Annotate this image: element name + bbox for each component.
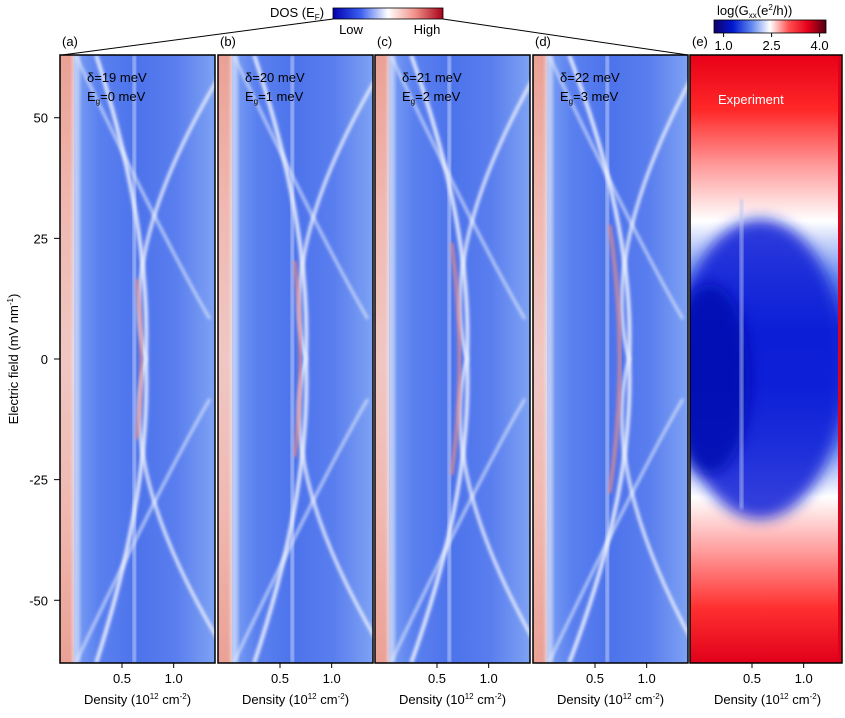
x-axis-label: Density (1012 cm-2) [557, 692, 664, 707]
crossing-highlight [449, 242, 462, 476]
colorbar-tick-label: 1.0 [715, 38, 733, 53]
y-tick-label: -25 [29, 473, 48, 488]
vertical-feature-line [447, 55, 451, 663]
band-edge-line-lower [389, 398, 526, 663]
x-tick-label: 1.0 [480, 671, 498, 686]
x-axis-label: Density (1012 cm-2) [242, 692, 349, 707]
high-dos-stripe [60, 55, 74, 663]
gap-label: Eg=1 meV [245, 89, 304, 106]
gap-label: Eg=3 meV [560, 89, 619, 106]
x-axis-label: Density (1012 cm-2) [399, 692, 506, 707]
x-axis-label: Density (1012 cm-2) [84, 692, 191, 707]
band-edge-line-upper [389, 55, 526, 320]
conductance-colorbar-ticks: 1.0 2.5 4.0 [715, 33, 829, 53]
band-edge-line-upper [232, 55, 369, 320]
y-axis-label: Electric field (mV nm-1) [6, 294, 21, 425]
curved-band-line-right [137, 80, 215, 638]
dos-map-background [218, 55, 373, 663]
experiment-label: Experiment [718, 92, 784, 107]
vertical-feature-line [132, 55, 136, 663]
crossing-highlight [134, 278, 144, 440]
x-axis: 0.5 1.0 Density (1012 cm-2) [84, 663, 191, 707]
y-tick-label: 25 [34, 231, 48, 246]
y-tick-label: -50 [29, 593, 48, 608]
experiment-panel: (e) Experiment [689, 34, 843, 664]
dos-map-background [533, 55, 688, 663]
dos-colorbar: DOS (EF) Low High [270, 5, 444, 37]
band-edge-line-upper [74, 55, 211, 320]
x-tick-label: 1.0 [323, 671, 341, 686]
x-tick-label: 1.0 [795, 671, 813, 686]
dos-map-background [60, 55, 215, 663]
vertical-feature-line [605, 55, 609, 663]
gap-label: Eg=0 meV [87, 89, 146, 106]
colorbar-tick-label: 4.0 [811, 38, 829, 53]
x-axis: 0.5 1.0 Density (1012 cm-2) [242, 663, 349, 707]
panel-tag: (a) [62, 34, 78, 49]
crossing-highlight [607, 224, 622, 494]
panels: (a) δ=19 meV Eg=0 meV (b) δ=20 meV Eg=1 meV (c… [59, 34, 843, 707]
panel-tag: (e) [692, 34, 708, 49]
y-tick-label: 0 [41, 352, 48, 367]
x-tick-label: 0.5 [586, 671, 604, 686]
high-dos-stripe [218, 55, 232, 663]
conductance-colorbar-title: log(Gxx(e2/h)) [717, 3, 792, 20]
x-tick-label: 0.5 [113, 671, 131, 686]
dos-colorbar-gradient [332, 7, 444, 20]
x-axis: 0.5 1.0 Density (1012 cm-2) [399, 663, 506, 707]
panel-tag: (b) [220, 34, 236, 49]
dos-colorbar-high-label: High [414, 22, 441, 37]
band-edge-line-upper [547, 55, 684, 320]
delta-label: δ=19 meV [87, 70, 147, 85]
conductance-colorbar-gradient [713, 19, 827, 34]
simulation-panel-d: (d) δ=22 meV Eg=3 meV [532, 34, 689, 664]
connector-line-right [442, 18, 689, 56]
simulation-panel-a: (a) δ=19 meV Eg=0 meV [59, 34, 216, 664]
x-axis-label: Density (1012 cm-2) [714, 692, 821, 707]
high-dos-stripe [375, 55, 389, 663]
panel-frame [532, 54, 689, 664]
x-tick-label: 1.0 [638, 671, 656, 686]
band-edge-line-lower [547, 398, 684, 663]
panel-frame [689, 54, 843, 664]
y-axis: Electric field (mV nm-1) 50 25 0 -25 -50 [6, 111, 60, 608]
crossing-highlight [292, 260, 303, 458]
band-edge-line-lower [74, 398, 211, 663]
panel-tag: (d) [535, 34, 551, 49]
x-axis: 0.5 1.0 Density (1012 cm-2) [557, 663, 664, 707]
gap-label: Eg=2 meV [402, 89, 461, 106]
panel-tag: (c) [377, 34, 392, 49]
delta-label: δ=21 meV [402, 70, 462, 85]
dos-colorbar-title: DOS (EF) [270, 5, 324, 22]
x-tick-label: 0.5 [743, 671, 761, 686]
curved-band-line-right [297, 80, 373, 638]
x-axis: 0.5 1.0 Density (1012 cm-2) [714, 663, 821, 707]
y-tick-label: 50 [34, 111, 48, 126]
curved-band-line-right [620, 81, 688, 637]
curved-band-line-right [458, 81, 530, 637]
x-tick-label: 1.0 [165, 671, 183, 686]
x-tick-label: 0.5 [428, 671, 446, 686]
delta-label: δ=20 meV [245, 70, 305, 85]
dos-colorbar-low-label: Low [339, 22, 363, 37]
x-tick-label: 0.5 [271, 671, 289, 686]
delta-label: δ=22 meV [560, 70, 620, 85]
vertical-feature-line [740, 199, 743, 509]
panel-frame [217, 54, 374, 664]
vertical-feature-line [290, 55, 294, 663]
connector-line-left [61, 18, 334, 56]
colorbar-tick-label: 2.5 [763, 38, 781, 53]
high-dos-stripe [533, 55, 547, 663]
simulation-panel-c: (c) δ=21 meV Eg=2 meV [374, 34, 531, 664]
simulation-panel-b: (b) δ=20 meV Eg=1 meV [217, 34, 374, 664]
panel-frame [374, 54, 531, 664]
conductance-colorbar: log(Gxx(e2/h)) 1.0 2.5 4.0 [713, 3, 829, 53]
dos-map-background [375, 55, 530, 663]
band-edge-line-lower [232, 398, 369, 663]
